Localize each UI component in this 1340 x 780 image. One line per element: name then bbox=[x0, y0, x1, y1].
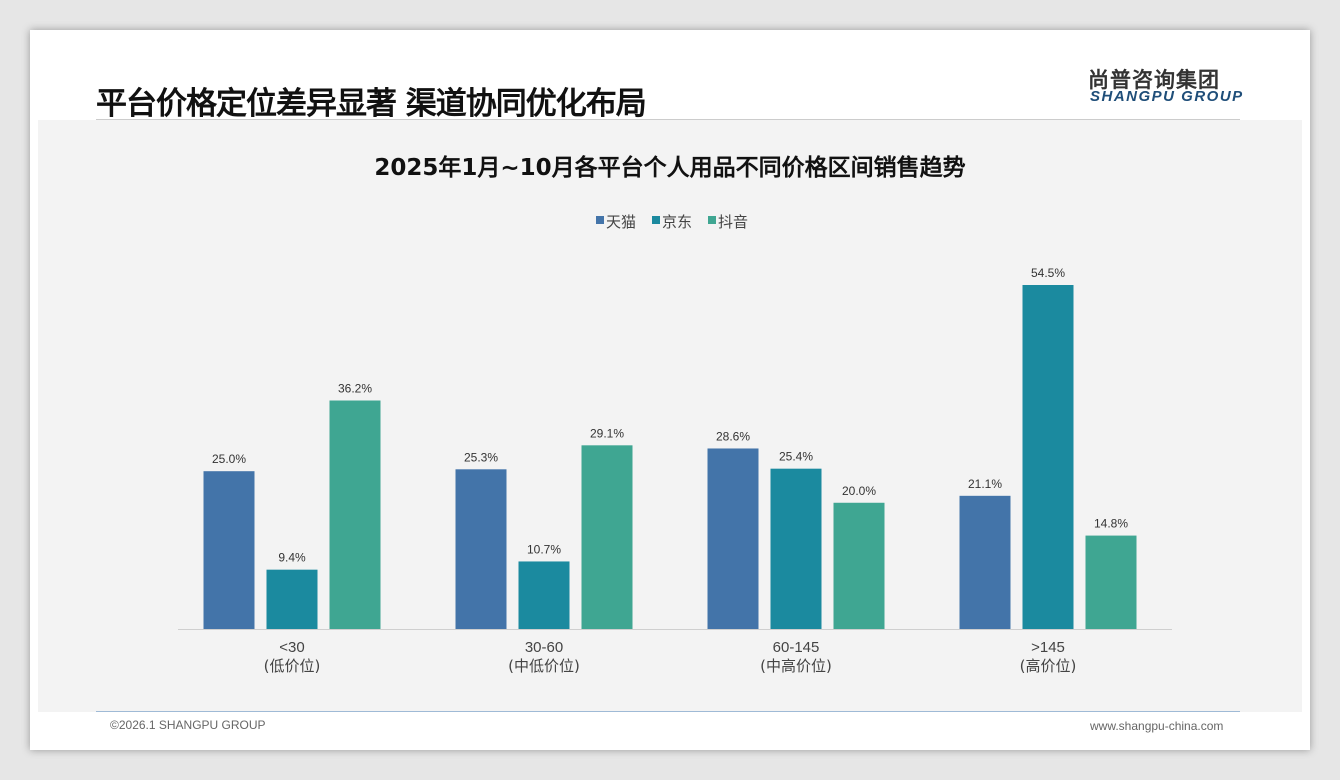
data-label: 20.0% bbox=[842, 484, 876, 498]
bar bbox=[1085, 535, 1137, 629]
data-label: 14.8% bbox=[1094, 517, 1128, 531]
legend-swatch bbox=[708, 216, 716, 224]
bar bbox=[1022, 285, 1074, 629]
data-label: 21.1% bbox=[968, 477, 1002, 491]
bar bbox=[518, 561, 570, 629]
legend-swatch bbox=[596, 216, 604, 224]
data-label: 25.0% bbox=[212, 452, 246, 466]
data-label: 36.2% bbox=[338, 382, 372, 396]
x-tick-label: 60-145 bbox=[773, 639, 820, 656]
data-label: 54.5% bbox=[1031, 266, 1065, 280]
title-divider bbox=[96, 119, 1240, 120]
logo-cn: 尚普咨询集团 bbox=[1088, 68, 1220, 92]
bar bbox=[455, 469, 507, 629]
bar bbox=[266, 569, 318, 629]
x-tick-label: <30 bbox=[279, 639, 304, 656]
legend-label: 京东 bbox=[662, 214, 692, 231]
x-tick-sublabel: (中高价位) bbox=[760, 657, 832, 675]
legend-label: 天猫 bbox=[606, 214, 636, 231]
data-label: 9.4% bbox=[278, 551, 306, 565]
x-tick-sublabel: (中低价位) bbox=[508, 657, 580, 675]
bar bbox=[959, 495, 1011, 629]
data-label: 29.1% bbox=[590, 426, 624, 440]
data-label: 25.4% bbox=[779, 450, 813, 464]
footer-copyright: ©2026.1 SHANGPU GROUP bbox=[110, 718, 266, 732]
bar bbox=[581, 445, 633, 629]
x-tick-label: >145 bbox=[1031, 639, 1065, 656]
logo-en: SHANGPU GROUP bbox=[1090, 88, 1244, 105]
legend: 天猫 京东 抖音 bbox=[596, 214, 748, 231]
bar bbox=[329, 400, 381, 629]
page-title: 平台价格定位差异显著 渠道协同优化布局 bbox=[96, 86, 647, 122]
legend-label: 抖音 bbox=[718, 214, 748, 231]
legend-swatch bbox=[652, 216, 660, 224]
bar bbox=[770, 468, 822, 629]
bar bbox=[833, 502, 885, 629]
chart-title: 2025年1月~10月各平台个人用品不同价格区间销售趋势 bbox=[374, 154, 965, 181]
data-label: 28.6% bbox=[716, 429, 750, 443]
bar bbox=[203, 471, 255, 629]
x-tick-label: 30-60 bbox=[525, 639, 563, 656]
data-label: 10.7% bbox=[527, 542, 561, 556]
x-tick-sublabel: (低价位) bbox=[264, 657, 321, 675]
footer-divider bbox=[96, 711, 1240, 712]
bar bbox=[707, 448, 759, 629]
footer-website: www.shangpu-china.com bbox=[1090, 719, 1224, 733]
x-tick-sublabel: (高价位) bbox=[1020, 657, 1077, 675]
data-label: 25.3% bbox=[464, 450, 498, 464]
